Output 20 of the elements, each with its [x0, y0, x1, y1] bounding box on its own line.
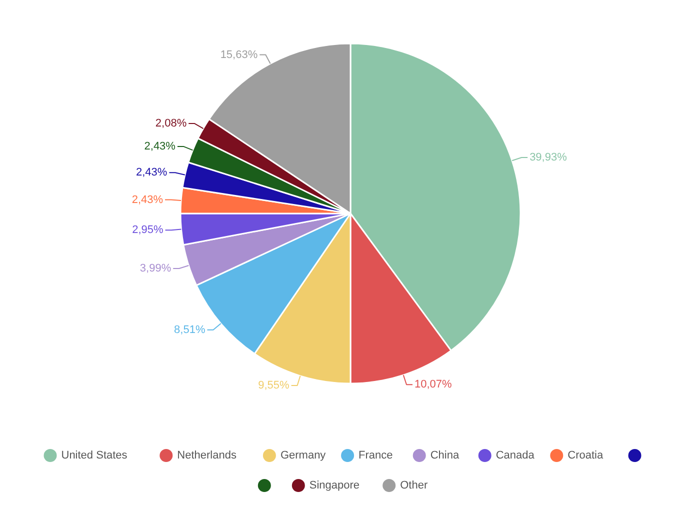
legend-label: Germany [280, 450, 326, 462]
data-label: 2,43% [132, 194, 164, 206]
data-label: 2,95% [132, 224, 164, 236]
legend-label: United States [61, 450, 128, 462]
data-label: 8,51% [174, 324, 206, 336]
data-label: 9,55% [258, 379, 290, 392]
legend-label: Singapore [309, 480, 360, 492]
data-label: 3,99% [140, 262, 172, 275]
legend-label: Canada [496, 450, 536, 462]
data-label: 39,93% [530, 152, 568, 164]
legend-label: Netherlands [177, 450, 237, 462]
data-label: 2,43% [144, 140, 176, 152]
legend-label: Other [400, 480, 428, 492]
legend-label: China [430, 450, 460, 462]
data-label: 10,07% [414, 378, 452, 391]
data-label: 15,63% [220, 48, 258, 61]
data-label: 2,43% [136, 166, 168, 179]
data-label: 2,08% [155, 118, 187, 130]
legend-label: France [358, 450, 393, 462]
legend-label: Croatia [568, 450, 604, 462]
